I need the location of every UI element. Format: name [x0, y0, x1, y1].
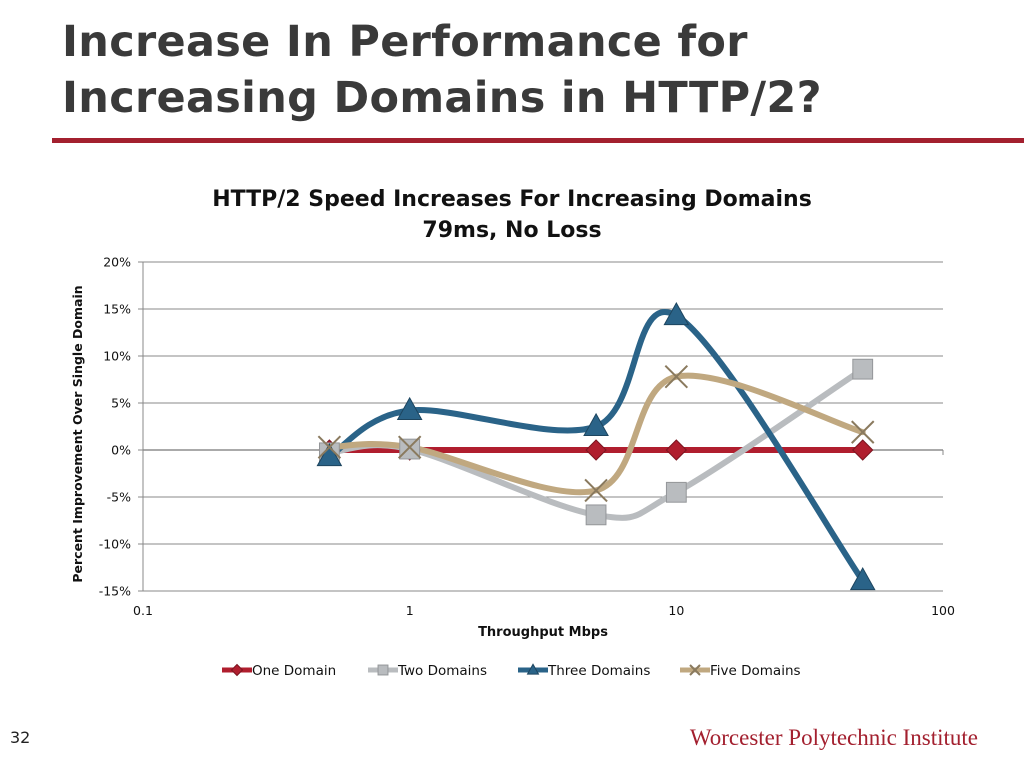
slide-title: Increase In Performance for Increasing D… — [62, 14, 1002, 126]
legend-item-two-domains: Two Domains — [368, 663, 487, 679]
page-number: 32 — [10, 728, 31, 747]
legend-label: One Domain — [252, 663, 336, 679]
chart-title: HTTP/2 Speed Increases For Increasing Do… — [212, 187, 812, 212]
y-tick-label: 15% — [103, 302, 131, 317]
data-point-three-domains — [849, 567, 876, 591]
axes: -15% -10% -5% 0% 5% 10% 15% 20% 0.1 1 10 100 — [99, 255, 955, 619]
x-axis-label: Throughput Mbps — [478, 625, 608, 640]
legend-label: Two Domains — [397, 663, 487, 679]
legend-marker — [526, 663, 540, 675]
data-point-two-domains — [665, 481, 687, 503]
legend-marker — [689, 664, 701, 676]
y-tick-label: 20% — [103, 255, 131, 270]
y-tick-label: -10% — [99, 537, 131, 552]
data-point-two-domains — [399, 438, 421, 460]
data-point-two-domains — [585, 504, 607, 526]
legend-item-five-domains: Five Domains — [680, 663, 801, 679]
data-point-five-domains — [664, 364, 689, 389]
y-tick-label: 0% — [111, 443, 131, 458]
legend-item-three-domains: Three Domains — [518, 663, 650, 679]
data-point-five-domains — [851, 420, 875, 444]
legend-marker — [230, 663, 244, 677]
x-tick-label: 1 — [406, 603, 414, 618]
data-point-five-domains — [584, 478, 608, 503]
title-divider — [52, 138, 1024, 143]
y-tick-label: -5% — [107, 490, 131, 505]
series-markers — [316, 301, 876, 591]
x-tick-label: 100 — [931, 603, 955, 618]
y-tick-label: 10% — [103, 349, 131, 364]
y-axis-label: Percent Improvement Over Single Domain — [70, 285, 85, 582]
data-point-three-domains — [396, 396, 423, 421]
data-point-five-domains — [397, 435, 422, 459]
data-point-one-domain — [852, 439, 874, 461]
chart-subtitle: 79ms, No Loss — [422, 218, 601, 243]
slide-title-line-1: Increase In Performance for — [62, 17, 748, 67]
data-point-three-domains — [583, 412, 609, 436]
legend-label: Three Domains — [547, 663, 650, 679]
data-point-one-domain — [585, 439, 607, 461]
data-point-two-domains — [852, 358, 874, 380]
line-chart: HTTP/2 Speed Increases For Increasing Do… — [70, 187, 955, 679]
legend-label: Five Domains — [710, 663, 801, 679]
legend-marker — [377, 664, 389, 676]
data-point-one-domain — [665, 439, 688, 461]
footer-organization: Worcester Polytechnic Institute — [689, 725, 978, 750]
data-point-three-domains — [663, 301, 690, 326]
data-point-five-domains — [317, 435, 342, 459]
slide-title-line-2: Increasing Domains in HTTP/2? — [62, 73, 822, 123]
legend: One Domain Two Domains Three Domains Five D… — [222, 663, 801, 679]
x-tick-label: 0.1 — [133, 603, 153, 618]
x-tick-label: 10 — [668, 603, 684, 618]
y-tick-label: 5% — [111, 396, 131, 411]
data-point-three-domains — [316, 442, 343, 467]
y-tick-label: -15% — [99, 584, 131, 599]
legend-item-one-domain: One Domain — [222, 663, 336, 679]
